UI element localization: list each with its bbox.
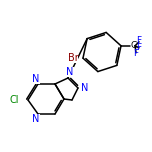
Text: N: N bbox=[66, 67, 74, 77]
Text: N: N bbox=[81, 83, 89, 93]
Text: C: C bbox=[131, 41, 137, 50]
Text: F: F bbox=[133, 49, 139, 58]
Text: F: F bbox=[136, 36, 142, 45]
Text: N: N bbox=[32, 114, 40, 124]
Text: N: N bbox=[32, 74, 40, 84]
Text: F: F bbox=[136, 43, 142, 52]
Text: Br: Br bbox=[68, 53, 78, 63]
Text: Cl: Cl bbox=[9, 95, 19, 105]
